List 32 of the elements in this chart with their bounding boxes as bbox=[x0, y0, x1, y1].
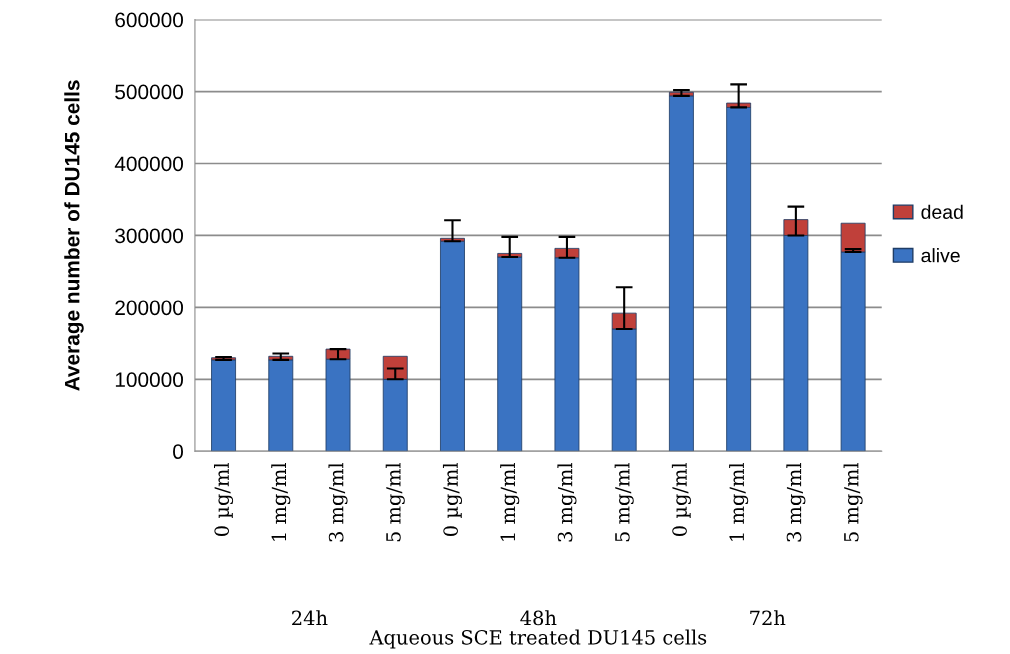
bar bbox=[211, 359, 236, 452]
bar bbox=[440, 240, 465, 452]
y-tick-label: 100000 bbox=[115, 372, 184, 388]
x-tick-label: 5 mg/ml bbox=[385, 462, 405, 542]
y-tick-label: 500000 bbox=[115, 84, 184, 100]
y-tick-label: 300000 bbox=[115, 228, 184, 244]
x-tick-label: 0 µg/ml bbox=[442, 462, 463, 536]
x-tick-label: 3 mg/ml bbox=[328, 462, 348, 542]
x-tick-label: 5 mg/ml bbox=[843, 462, 863, 542]
x-tick-label: 3 mg/ml bbox=[786, 462, 806, 542]
legend-label: dead bbox=[921, 204, 963, 219]
bar bbox=[668, 95, 694, 452]
x-tick-label: 3 mg/ml bbox=[557, 462, 577, 542]
x-axis-title: Aqueous SCE treated DU145 cells bbox=[369, 629, 707, 649]
x-tick-label: 5 mg/ml bbox=[614, 462, 634, 542]
legend-label: alive bbox=[921, 248, 960, 263]
text: 72h bbox=[750, 610, 786, 625]
text: 24h bbox=[292, 610, 328, 625]
y-tick-label: 200000 bbox=[115, 300, 184, 316]
y-tick-label: 400000 bbox=[114, 156, 184, 172]
y-tick-label: 600000 bbox=[115, 12, 184, 28]
bar bbox=[497, 256, 523, 452]
y-axis-title: Average number of DU145 cells bbox=[64, 80, 84, 391]
x-tick-label: 1 mg/ml bbox=[729, 462, 749, 541]
x-tick-label: 1 mg/ml bbox=[271, 462, 291, 541]
y-tick-label: 0 bbox=[173, 444, 184, 460]
x-tick-label: 0 µg/ml bbox=[214, 462, 234, 536]
x-tick-label: 0 µg/ml bbox=[671, 462, 691, 536]
bar bbox=[726, 106, 752, 452]
x-tick-label: 1 mg/ml bbox=[500, 462, 520, 541]
bar bbox=[268, 359, 294, 452]
text: 48h bbox=[520, 610, 557, 626]
